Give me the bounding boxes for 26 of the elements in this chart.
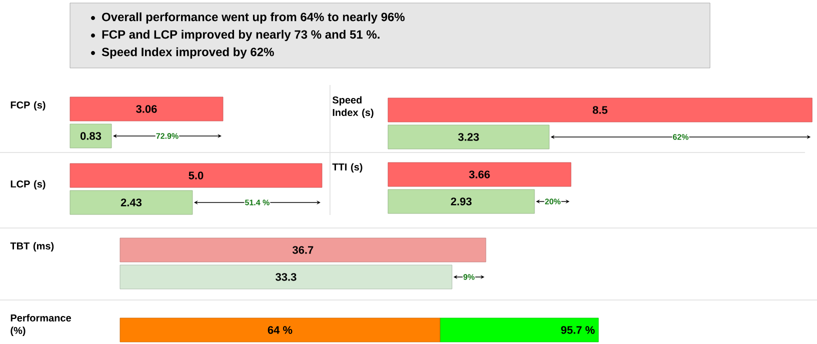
- annotation: 9%: [463, 274, 475, 280]
- data-label: 33.3: [276, 273, 296, 281]
- y-axis-title: LCP (s): [10, 180, 46, 190]
- y-axis-title: FCP (s): [10, 101, 46, 111]
- data-label: 64 %: [268, 326, 292, 334]
- data-label: 36.7: [292, 246, 314, 254]
- data-label: 5.0: [188, 172, 204, 180]
- text: FCP and LCP improved by nearly 73 % and 51 %.: [102, 30, 380, 42]
- annotation: 20%: [545, 198, 561, 204]
- data-label: 2.93: [450, 198, 472, 206]
- annotation: 72.9%: [156, 133, 178, 139]
- total-label: 95.7 %: [561, 326, 595, 334]
- text: Speed Index improved by 62%: [102, 47, 274, 59]
- data-label: 3.66: [469, 170, 490, 178]
- y-axis-title: TBT (ms): [10, 242, 54, 252]
- data-label: 0.83: [80, 132, 102, 140]
- y-axis-title: Performance (%): [10, 314, 71, 336]
- data-label: 2.43: [120, 198, 142, 206]
- data-label: 8.5: [592, 106, 608, 114]
- data-label: 3.06: [136, 105, 157, 113]
- y-axis-title: TTI (s): [332, 163, 362, 173]
- text: Overall performance went up from 64% to nearly 96%: [102, 12, 405, 24]
- data-label: 3.23: [458, 133, 479, 141]
- annotation: 51.4 %: [245, 200, 270, 206]
- annotation: 62%: [672, 134, 688, 140]
- y-axis-title: Speed Index (s): [332, 96, 374, 118]
